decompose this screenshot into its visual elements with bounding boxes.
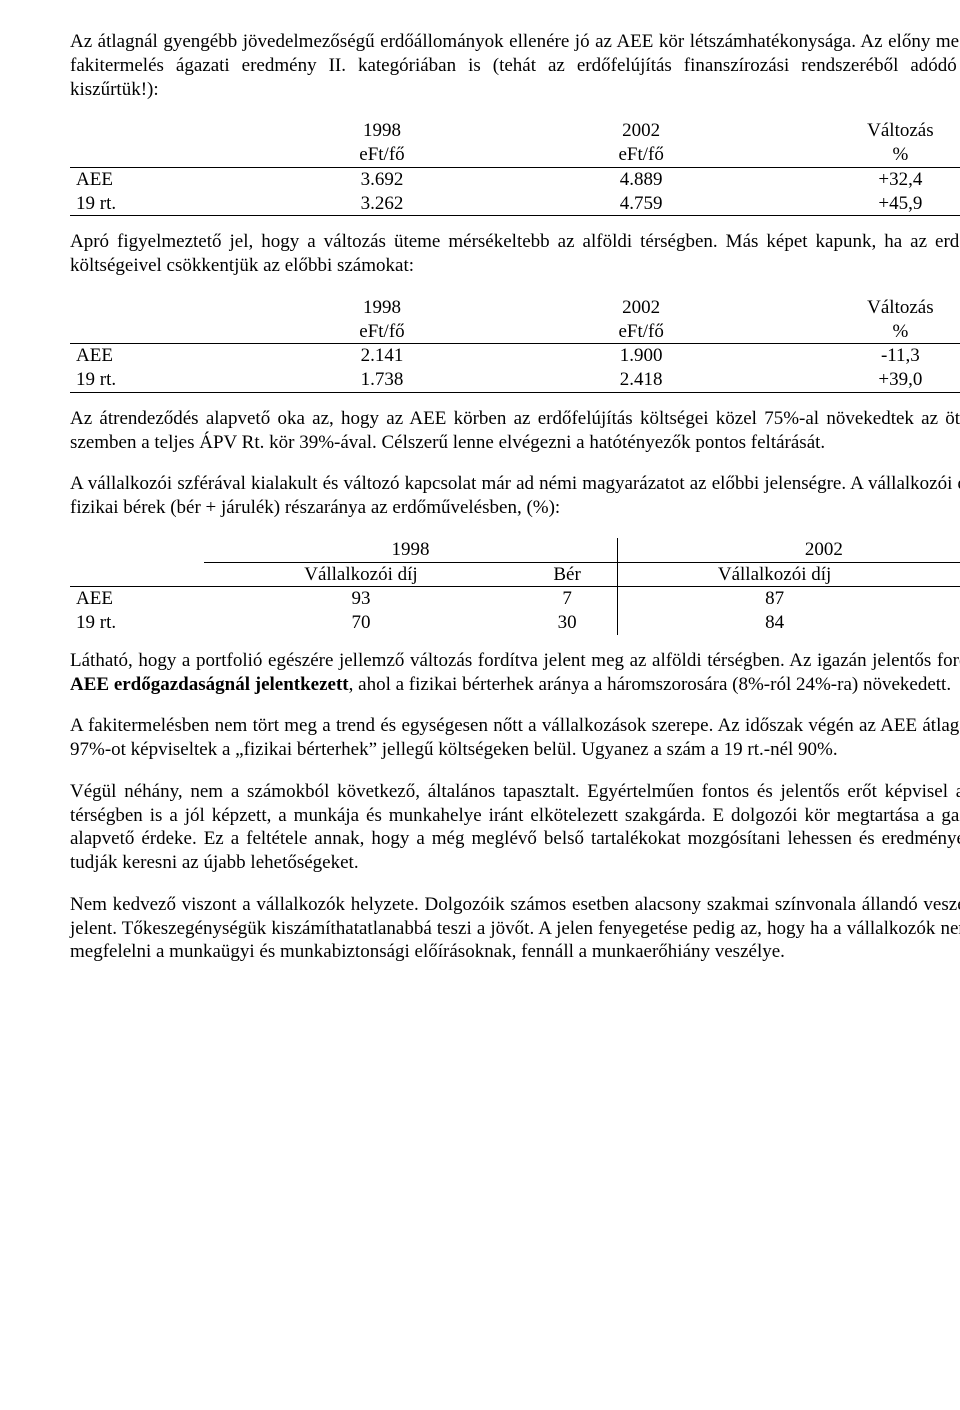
table-cell: 70 [204, 611, 517, 635]
table-cell: 4.759 [512, 192, 771, 216]
table-1: 1998 eFt/fő 2002 eFt/fő Változás % AEE 3… [70, 119, 960, 216]
table-year-header: 1998 [204, 538, 617, 562]
table-header-line1: Változás [867, 297, 933, 318]
table-3: 1998 2002 Vállalkozói díj Bér Vállalkozó… [70, 538, 960, 635]
table-row: AEE 2.141 1.900 -11,3 [70, 344, 960, 368]
paragraph: A fakitermelésben nem tört meg a trend é… [70, 714, 960, 762]
table-subheader: Bér [518, 562, 618, 587]
paragraph: Az átrendeződés alapvető oka az, hogy az… [70, 407, 960, 455]
paragraph: Az átlagnál gyengébb jövedelmezőségű erd… [70, 30, 960, 101]
table-cell: 3.262 [252, 192, 511, 216]
table-cell: +45,9 [771, 192, 960, 216]
table-header-line2: % [892, 144, 908, 165]
table-corner [70, 296, 252, 344]
table-header-line1: 2002 [622, 120, 660, 141]
paragraph: Látható, hogy a portfolió egészére jelle… [70, 649, 960, 697]
table-cell: 16 [932, 611, 960, 635]
table-header-line2: eFt/fő [359, 144, 404, 165]
table-2: 1998 eFt/fő 2002 eFt/fő Változás % AEE 2… [70, 296, 960, 393]
table-header: 2002 eFt/fő [512, 296, 771, 344]
table-row: 19 rt. 3.262 4.759 +45,9 [70, 192, 960, 216]
table-cell: 3.692 [252, 167, 511, 191]
table-row: 19 rt. 70 30 84 16 [70, 611, 960, 635]
table-header-line2: eFt/fő [359, 321, 404, 342]
table-cell: 93 [204, 587, 517, 611]
table-cell: 4.889 [512, 167, 771, 191]
table-header-line1: 2002 [622, 297, 660, 318]
table-cell: -11,3 [771, 344, 960, 368]
table-row: 19 rt. 1.738 2.418 +39,0 [70, 368, 960, 392]
text-run: , ahol a fizikai bérterhek aránya a háro… [349, 674, 951, 695]
paragraph: A vállalkozói szférával kialakult és vál… [70, 472, 960, 520]
row-label: 19 rt. [70, 192, 252, 216]
table-cell: 7 [518, 587, 618, 611]
table-cell: +39,0 [771, 368, 960, 392]
table-cell: +32,4 [771, 167, 960, 191]
table-cell: 87 [617, 587, 931, 611]
table-row: AEE 93 7 87 13 [70, 587, 960, 611]
row-label: 19 rt. [70, 368, 252, 392]
table-cell: 1.900 [512, 344, 771, 368]
paragraph: Végül néhány, nem a számokból következő,… [70, 780, 960, 875]
table-corner [70, 119, 252, 167]
table-header: 1998 eFt/fő [252, 296, 511, 344]
table-subheader: Vállalkozói díj [617, 562, 931, 587]
table-header: 2002 eFt/fő [512, 119, 771, 167]
table-cell: 2.141 [252, 344, 511, 368]
table-header-line1: 1998 [363, 120, 401, 141]
table-header: Változás % [771, 119, 960, 167]
table-header-line1: 1998 [363, 297, 401, 318]
table-header-line2: eFt/fő [618, 144, 663, 165]
table-row: AEE 3.692 4.889 +32,4 [70, 167, 960, 191]
table-cell: 1.738 [252, 368, 511, 392]
table-corner [70, 562, 204, 587]
paragraph: Nem kedvező viszont a vállalkozók helyze… [70, 893, 960, 964]
table-year-header: 2002 [617, 538, 960, 562]
paragraph: Apró figyelmeztető jel, hogy a változás … [70, 230, 960, 278]
table-subheader: Bér [932, 562, 960, 587]
table-cell: 2.418 [512, 368, 771, 392]
table-cell: 30 [518, 611, 618, 635]
table-header: 1998 eFt/fő [252, 119, 511, 167]
text-run: Látható, hogy a portfolió egészére jelle… [70, 650, 960, 671]
table-subheader: Vállalkozói díj [204, 562, 517, 587]
row-label: AEE [70, 167, 252, 191]
row-label: AEE [70, 344, 252, 368]
table-header: Változás % [771, 296, 960, 344]
row-label: 19 rt. [70, 611, 204, 635]
table-header-line2: eFt/fő [618, 321, 663, 342]
row-label: AEE [70, 587, 204, 611]
table-cell: 13 [932, 587, 960, 611]
table-corner [70, 538, 204, 562]
table-cell: 84 [617, 611, 931, 635]
table-header-line2: % [892, 321, 908, 342]
table-header-line1: Változás [867, 120, 933, 141]
